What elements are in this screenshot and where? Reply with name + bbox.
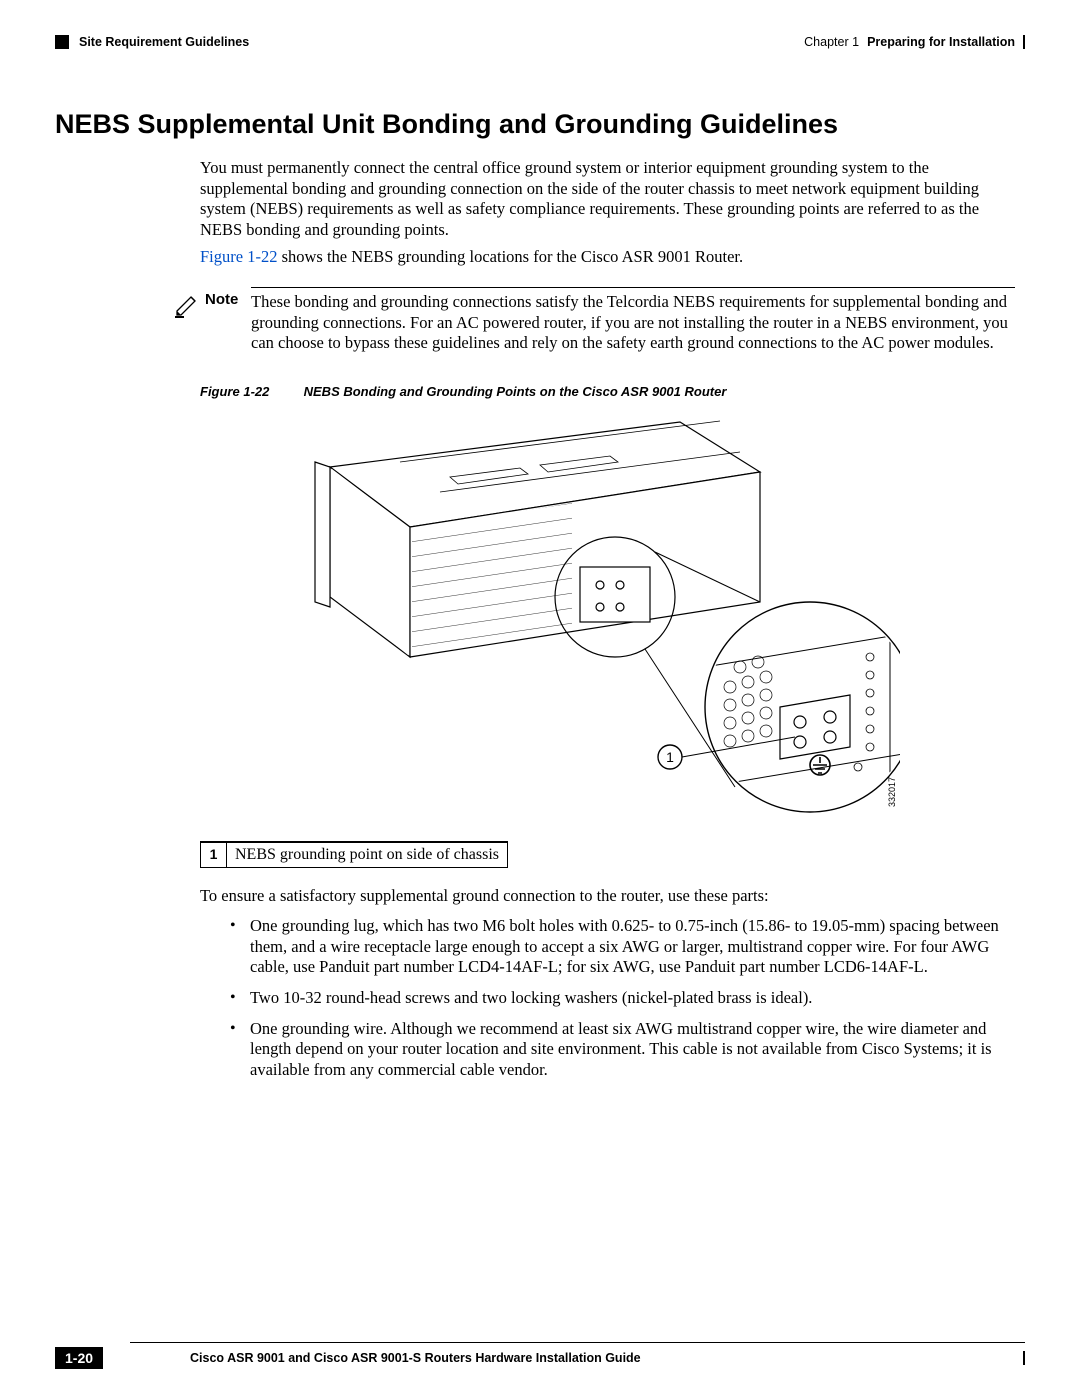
note-body: These bonding and grounding connections …: [251, 287, 1015, 354]
figure-caption: Figure 1-22 NEBS Bonding and Grounding P…: [200, 384, 1025, 399]
footer-left: 1-20 Cisco ASR 9001 and Cisco ASR 9001-S…: [55, 1347, 641, 1369]
note-block: Note These bonding and grounding connect…: [173, 287, 1015, 354]
header-right: Chapter 1 Preparing for Installation: [804, 35, 1025, 49]
page-footer: 1-20 Cisco ASR 9001 and Cisco ASR 9001-S…: [55, 1342, 1025, 1369]
parts-intro: To ensure a satisfactory supplemental gr…: [200, 886, 1025, 906]
footer-bar-icon: [1023, 1351, 1025, 1365]
paragraph-2: Figure 1-22 shows the NEBS grounding loc…: [200, 247, 1015, 268]
callout-cell-num: 1: [201, 842, 227, 868]
main-content: NEBS Supplemental Unit Bonding and Groun…: [55, 109, 1025, 1080]
section-name: Site Requirement Guidelines: [79, 35, 249, 49]
list-item: One grounding wire. Although we recommen…: [230, 1019, 1015, 1081]
header-square-icon: [55, 35, 69, 49]
note-label: Note: [205, 287, 251, 308]
page-number: 1-20: [55, 1347, 103, 1369]
header-left: Site Requirement Guidelines: [55, 35, 249, 49]
note-pencil-icon: [173, 289, 203, 324]
figure-illustration: 1 332017: [200, 407, 1025, 827]
figure-title: NEBS Bonding and Grounding Points on the…: [304, 384, 727, 399]
page-header: Site Requirement Guidelines Chapter 1 Pr…: [55, 35, 1025, 49]
chapter-title: Preparing for Installation: [867, 35, 1015, 49]
list-item: Two 10-32 round-head screws and two lock…: [230, 988, 1015, 1009]
footer-row: 1-20 Cisco ASR 9001 and Cisco ASR 9001-S…: [55, 1347, 1025, 1369]
callout-cell-text: NEBS grounding point on side of chassis: [227, 842, 508, 868]
paragraph-2-rest: shows the NEBS grounding locations for t…: [277, 247, 743, 266]
parts-list: One grounding lug, which has two M6 bolt…: [230, 916, 1015, 1080]
footer-rule: [130, 1342, 1025, 1343]
table-row: 1 NEBS grounding point on side of chassi…: [201, 842, 508, 868]
section-heading: NEBS Supplemental Unit Bonding and Groun…: [55, 109, 1025, 140]
list-item: One grounding lug, which has two M6 bolt…: [230, 916, 1015, 978]
figure-number: Figure 1-22: [200, 384, 300, 399]
chapter-label: Chapter 1: [804, 35, 859, 49]
header-bar-icon: [1023, 35, 1025, 49]
figure-xref-link[interactable]: Figure 1-22: [200, 247, 277, 266]
intro-block: You must permanently connect the central…: [200, 158, 1015, 267]
doc-title: Cisco ASR 9001 and Cisco ASR 9001-S Rout…: [190, 1351, 641, 1365]
callout-1-number: 1: [666, 749, 674, 765]
callout-table: 1 NEBS grounding point on side of chassi…: [200, 841, 508, 868]
paragraph-1: You must permanently connect the central…: [200, 158, 1015, 241]
drawing-id: 332017: [887, 777, 897, 807]
